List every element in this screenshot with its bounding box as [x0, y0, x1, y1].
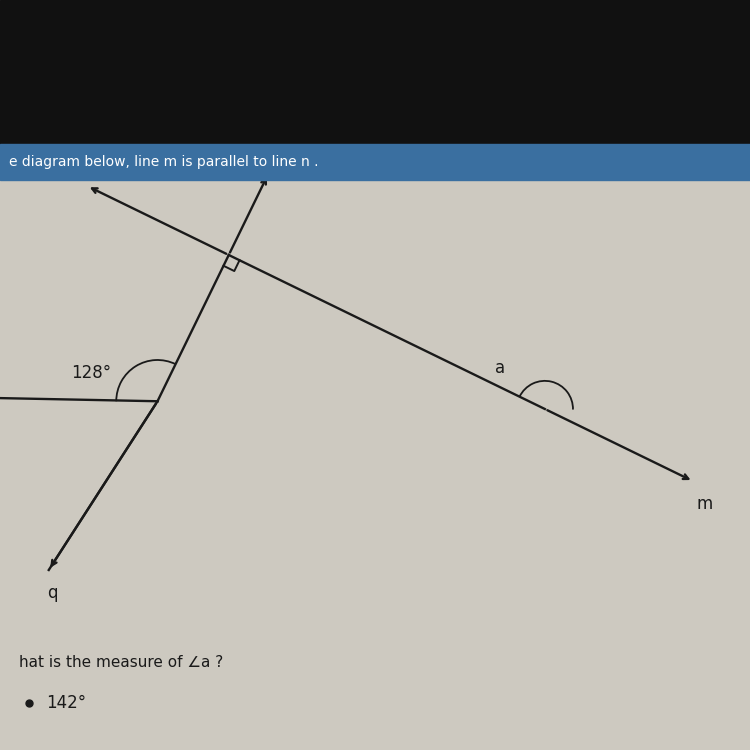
Text: hat is the measure of ∠a ?: hat is the measure of ∠a ?	[19, 655, 223, 670]
Text: 128°: 128°	[71, 364, 111, 382]
Text: m: m	[697, 495, 713, 513]
Text: e diagram below, line m is parallel to line n .: e diagram below, line m is parallel to l…	[9, 155, 319, 169]
Text: 142°: 142°	[46, 694, 86, 712]
Bar	[0, 0, 750, 146]
Bar	[0, 144, 750, 180]
Text: a: a	[495, 359, 505, 377]
Text: q: q	[47, 584, 58, 602]
